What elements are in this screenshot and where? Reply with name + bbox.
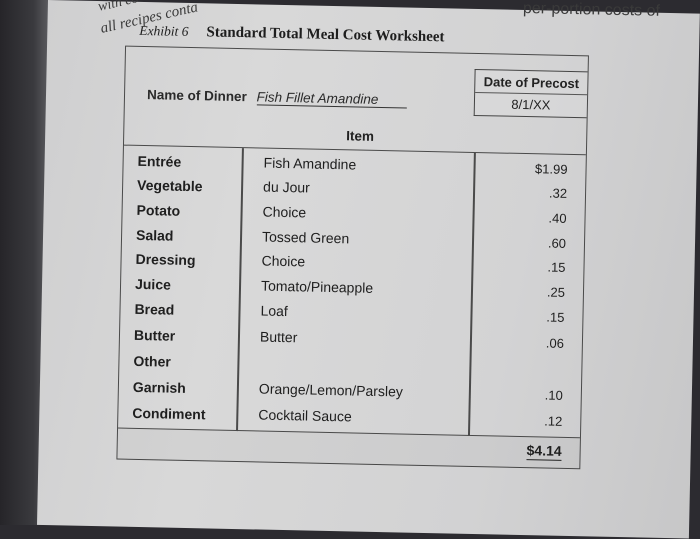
category-cell: Salad: [135, 226, 174, 244]
category-cell: Entrée: [137, 152, 182, 170]
item-cell: du Jour: [262, 178, 311, 196]
category-cell: Bread: [134, 300, 175, 318]
item-column-header: Item: [346, 128, 375, 144]
date-of-precost-box: Date of Precost 8/1/XX: [473, 68, 588, 119]
cost-cell: .25: [546, 284, 566, 300]
item-cell: Choice: [261, 252, 306, 270]
cost-table: Entrée Fish Amandine $1.99 Vegetable du Jour…: [118, 144, 586, 439]
category-cell: Other: [133, 352, 171, 370]
cost-cell: .32: [548, 185, 568, 201]
worksheet: Name of Dinner Fish Fillet Amandine Date…: [116, 45, 589, 470]
category-cell: Condiment: [132, 404, 206, 423]
item-cell: Tomato/Pineapple: [260, 277, 374, 296]
name-of-dinner-row: Name of Dinner Fish Fillet Amandine: [146, 87, 407, 109]
category-cell: Butter: [133, 326, 176, 344]
book-page: with co all recipes conta per-portion co…: [37, 0, 700, 539]
cost-cell: .40: [548, 210, 567, 226]
cost-cell: .06: [545, 335, 565, 351]
item-cell: Choice: [262, 203, 307, 221]
item-cell: Fish Amandine: [263, 154, 357, 173]
cost-cell: $1.99: [534, 161, 568, 177]
exhibit-caption: Exhibit 6 Standard Total Meal Cost Works…: [139, 22, 445, 46]
item-cell: Cocktail Sauce: [258, 406, 352, 425]
cost-cell: .12: [544, 413, 563, 429]
item-cell: Orange/Lemon/Parsley: [258, 380, 404, 400]
item-cell: Loaf: [260, 302, 288, 320]
category-cell: Potato: [136, 201, 181, 219]
category-cell: Vegetable: [136, 176, 203, 195]
category-cell: Dressing: [135, 250, 196, 269]
date-of-precost-value: 8/1/XX: [511, 96, 551, 113]
name-of-dinner-value: Fish Fillet Amandine: [256, 89, 407, 109]
previous-text-fragment: per-portion costs of: [522, 0, 661, 20]
cost-cell: .60: [547, 235, 567, 251]
cost-cell: .15: [546, 309, 565, 325]
date-of-precost-label: Date of Precost: [475, 69, 588, 96]
item-cell: Butter: [259, 328, 298, 346]
exhibit-title: Standard Total Meal Cost Worksheet: [206, 24, 445, 46]
exhibit-label: Exhibit 6: [139, 22, 189, 39]
category-cell: Juice: [134, 275, 172, 293]
total-cost: $4.14: [526, 442, 562, 461]
table-rows: Entrée Fish Amandine $1.99 Vegetable du Jour…: [124, 146, 586, 429]
cost-cell: .10: [544, 387, 563, 403]
name-of-dinner-label: Name of Dinner: [146, 87, 247, 105]
category-cell: Garnish: [132, 378, 186, 396]
item-cell: Tossed Green: [261, 228, 350, 247]
cost-cell: .15: [547, 259, 566, 275]
